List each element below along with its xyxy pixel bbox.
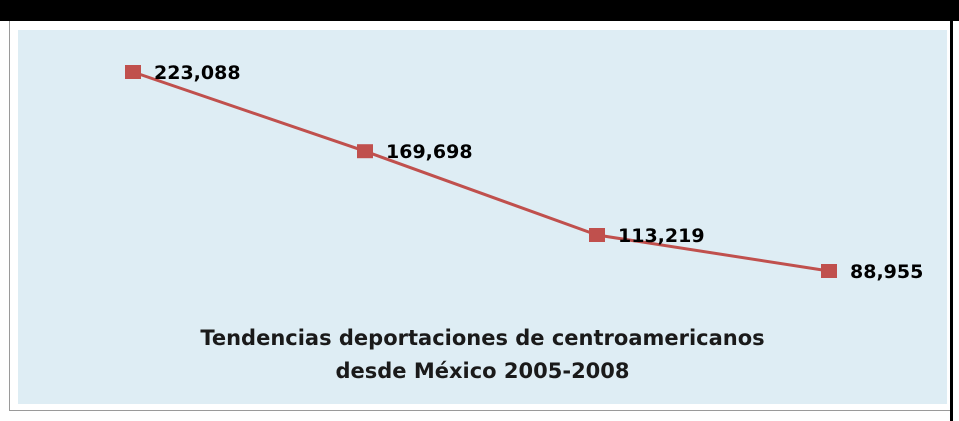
data-point-marker <box>357 144 373 159</box>
data-label: 88,955 <box>850 261 923 283</box>
data-label: 223,088 <box>154 62 241 84</box>
data-point-marker <box>125 65 141 79</box>
chart-title-line-1: Tendencias deportaciones de centroameric… <box>200 326 765 350</box>
chart-title: Tendencias deportaciones de centroameric… <box>18 322 947 388</box>
chart-title-line-2: desde México 2005-2008 <box>335 359 630 383</box>
right-black-edge <box>950 21 953 421</box>
data-point-marker <box>589 228 605 243</box>
data-label: 169,698 <box>386 141 473 163</box>
plot-area <box>18 30 947 404</box>
series-line <box>132 70 830 273</box>
data-label: 113,219 <box>618 225 705 247</box>
top-black-bar <box>0 0 959 21</box>
data-point-marker <box>821 264 837 278</box>
